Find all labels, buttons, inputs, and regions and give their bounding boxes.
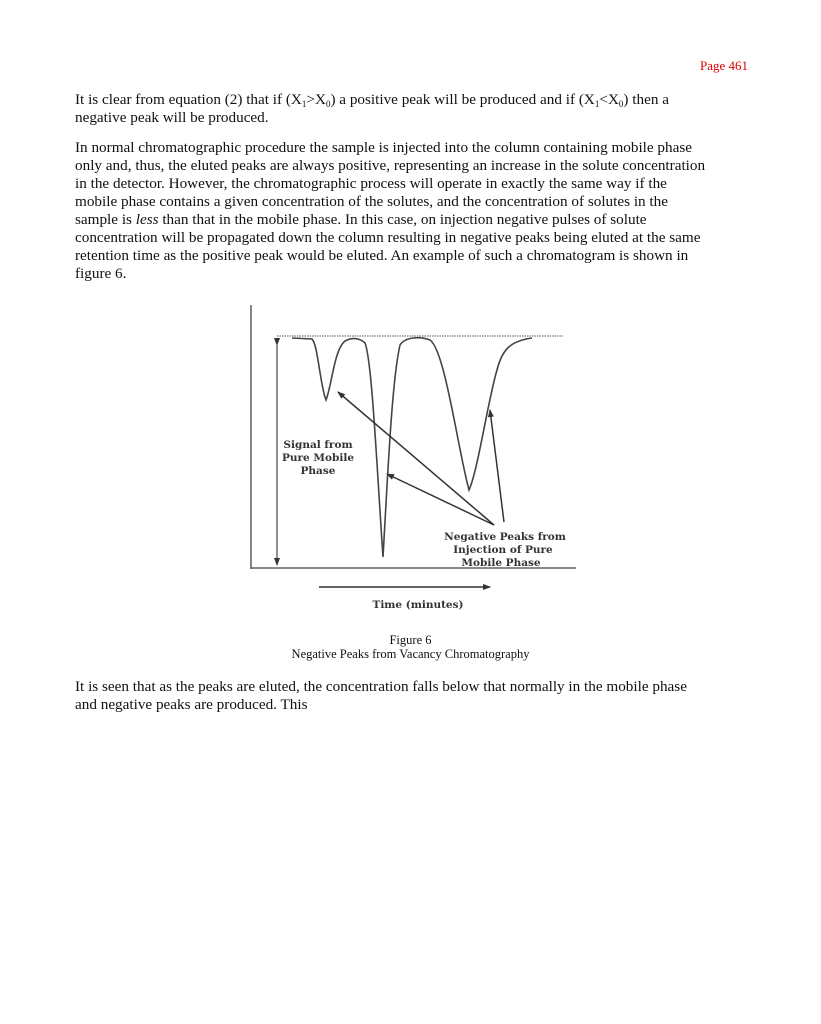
paragraph-3-line: and negative peaks are produced. This [75, 696, 308, 713]
figure-caption-title: Negative Peaks from Vacancy Chromatograp… [291, 647, 530, 661]
paragraph-2-line: concentration will be propagated down th… [75, 229, 701, 246]
emphasis-less: less [135, 211, 159, 228]
paragraph-2-line: In normal chromatographic procedure the … [75, 139, 693, 156]
arrow-to-peak-3 [487, 409, 505, 523]
x-axis-label: Time (minutes) [373, 599, 464, 611]
peaks-label-line: Negative Peaks from [444, 531, 566, 543]
peaks-label-line: Mobile Phase [461, 557, 541, 569]
arrow-to-peak-1 [337, 391, 495, 526]
signal-label-line: Signal from [283, 439, 352, 451]
paragraph-2-line: sample is less than that in the mobile p… [75, 211, 647, 228]
paragraph-2-line: mobile phase contains a given concentrat… [75, 193, 668, 210]
paragraph-2-line: figure 6. [75, 265, 127, 282]
paragraph-2-line: only and, thus, the eluted peaks are alw… [75, 157, 706, 174]
arrow-to-peak-2 [386, 473, 495, 526]
signal-label-line: Pure Mobile [282, 452, 354, 464]
figure-caption-number: Figure 6 [389, 633, 432, 647]
chromatogram-trace [291, 336, 533, 558]
paragraph-1-line-2: negative peak will be produced. [75, 109, 269, 126]
paragraph-1-line-1: It is clear from equation (2) that if (X… [75, 91, 669, 109]
paragraph-3-line: It is seen that as the peaks are eluted,… [75, 678, 687, 695]
paragraph-2-line: in the detector. However, the chromatogr… [75, 175, 667, 192]
signal-label-line: Phase [301, 465, 336, 477]
paragraph-2-line: retention time as the positive peak woul… [75, 247, 689, 264]
page-number: Page 461 [699, 58, 748, 73]
peaks-label-line: Injection of Pure [453, 544, 553, 556]
